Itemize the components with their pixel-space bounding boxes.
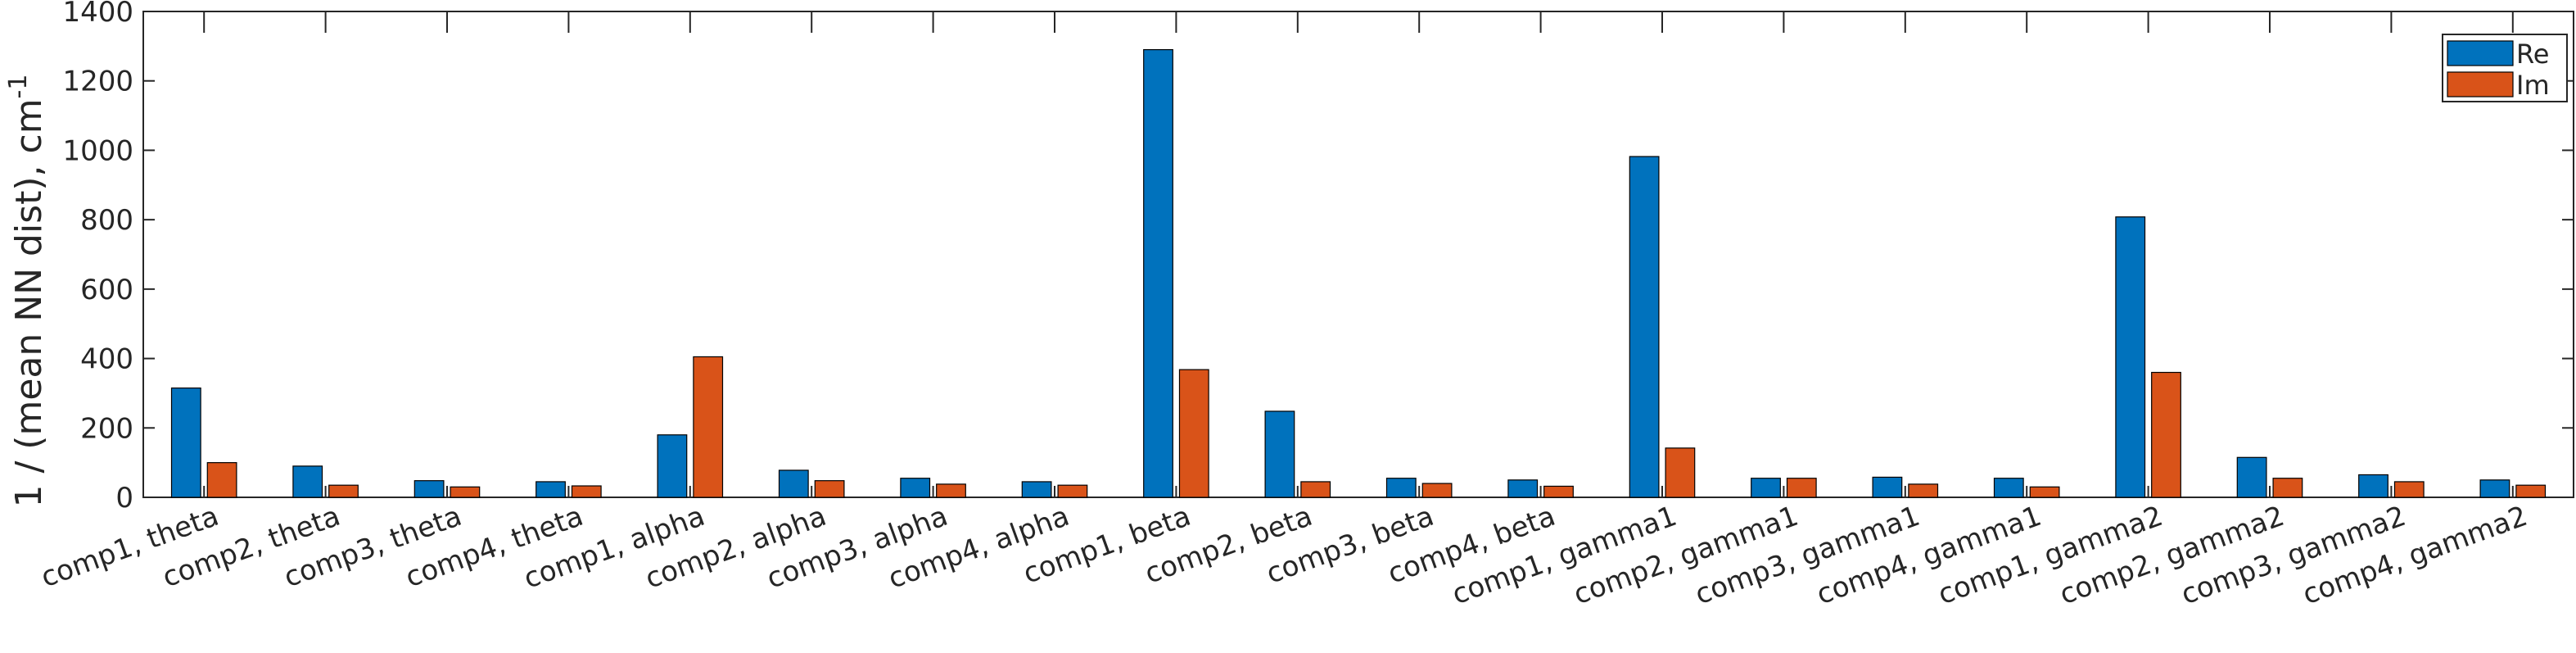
- legend-entry-label: Re: [2516, 39, 2549, 70]
- bar-re: [536, 481, 566, 498]
- bar-im: [1786, 478, 1817, 498]
- bar-re: [2358, 474, 2388, 498]
- bar-re: [1264, 410, 1295, 498]
- bar-re: [1993, 478, 2024, 498]
- bar-re: [2479, 479, 2510, 498]
- bar-im: [2515, 484, 2547, 498]
- bar-im: [2272, 478, 2303, 498]
- bar-re: [170, 387, 201, 498]
- bar-re: [1751, 478, 1781, 498]
- bar-re: [1385, 478, 1417, 498]
- bar-im: [1300, 481, 1331, 498]
- y-tick-label: 800: [80, 204, 133, 237]
- bar-re: [900, 478, 931, 498]
- y-tick-label: 200: [80, 412, 133, 445]
- bar-im: [936, 483, 966, 498]
- bar-re: [778, 469, 809, 498]
- bar-im: [1665, 447, 1696, 498]
- legend-swatch: [2447, 40, 2514, 66]
- y-tick-label: 400: [80, 343, 133, 376]
- bar-im: [2029, 486, 2060, 498]
- bar-re: [2115, 216, 2146, 498]
- axes-box: [142, 11, 2574, 498]
- bar-im: [206, 462, 237, 498]
- y-tick-label: 1000: [62, 134, 133, 167]
- bar-im: [1908, 483, 1939, 498]
- y-axis-title: 1 / (mean NN dist), cm-1: [4, 75, 50, 508]
- legend-swatch: [2447, 71, 2514, 97]
- bar-re: [657, 434, 688, 498]
- bar-re: [1507, 479, 1539, 498]
- bar-re: [1021, 481, 1052, 498]
- bar-im: [2393, 481, 2425, 498]
- bar-im: [1057, 484, 1088, 498]
- bar-im: [450, 486, 481, 498]
- bar-re: [1872, 476, 1903, 498]
- bar-im: [1421, 483, 1453, 498]
- y-tick-label: 600: [80, 274, 133, 306]
- bar-re: [414, 480, 445, 498]
- bar-re: [1629, 156, 1660, 498]
- y-tick-label: 1200: [62, 66, 133, 98]
- legend-entry-label: Im: [2516, 70, 2550, 101]
- bar-re: [1143, 48, 1173, 498]
- bar-re: [292, 465, 323, 498]
- y-tick-label: 0: [115, 482, 133, 515]
- y-axis-label: 1 / (mean NN dist), cm-1: [4, 75, 50, 508]
- bar-im: [571, 485, 602, 498]
- bar-im: [814, 480, 845, 498]
- y-tick-label: 1400: [62, 0, 133, 29]
- bar-im: [1543, 485, 1574, 498]
- bar-im: [1178, 369, 1209, 498]
- y-axis-label-superscript: -1: [4, 75, 33, 99]
- bar-im: [693, 356, 724, 498]
- bar-re: [2236, 456, 2267, 498]
- bar-im: [328, 484, 359, 498]
- bar-im: [2151, 371, 2181, 498]
